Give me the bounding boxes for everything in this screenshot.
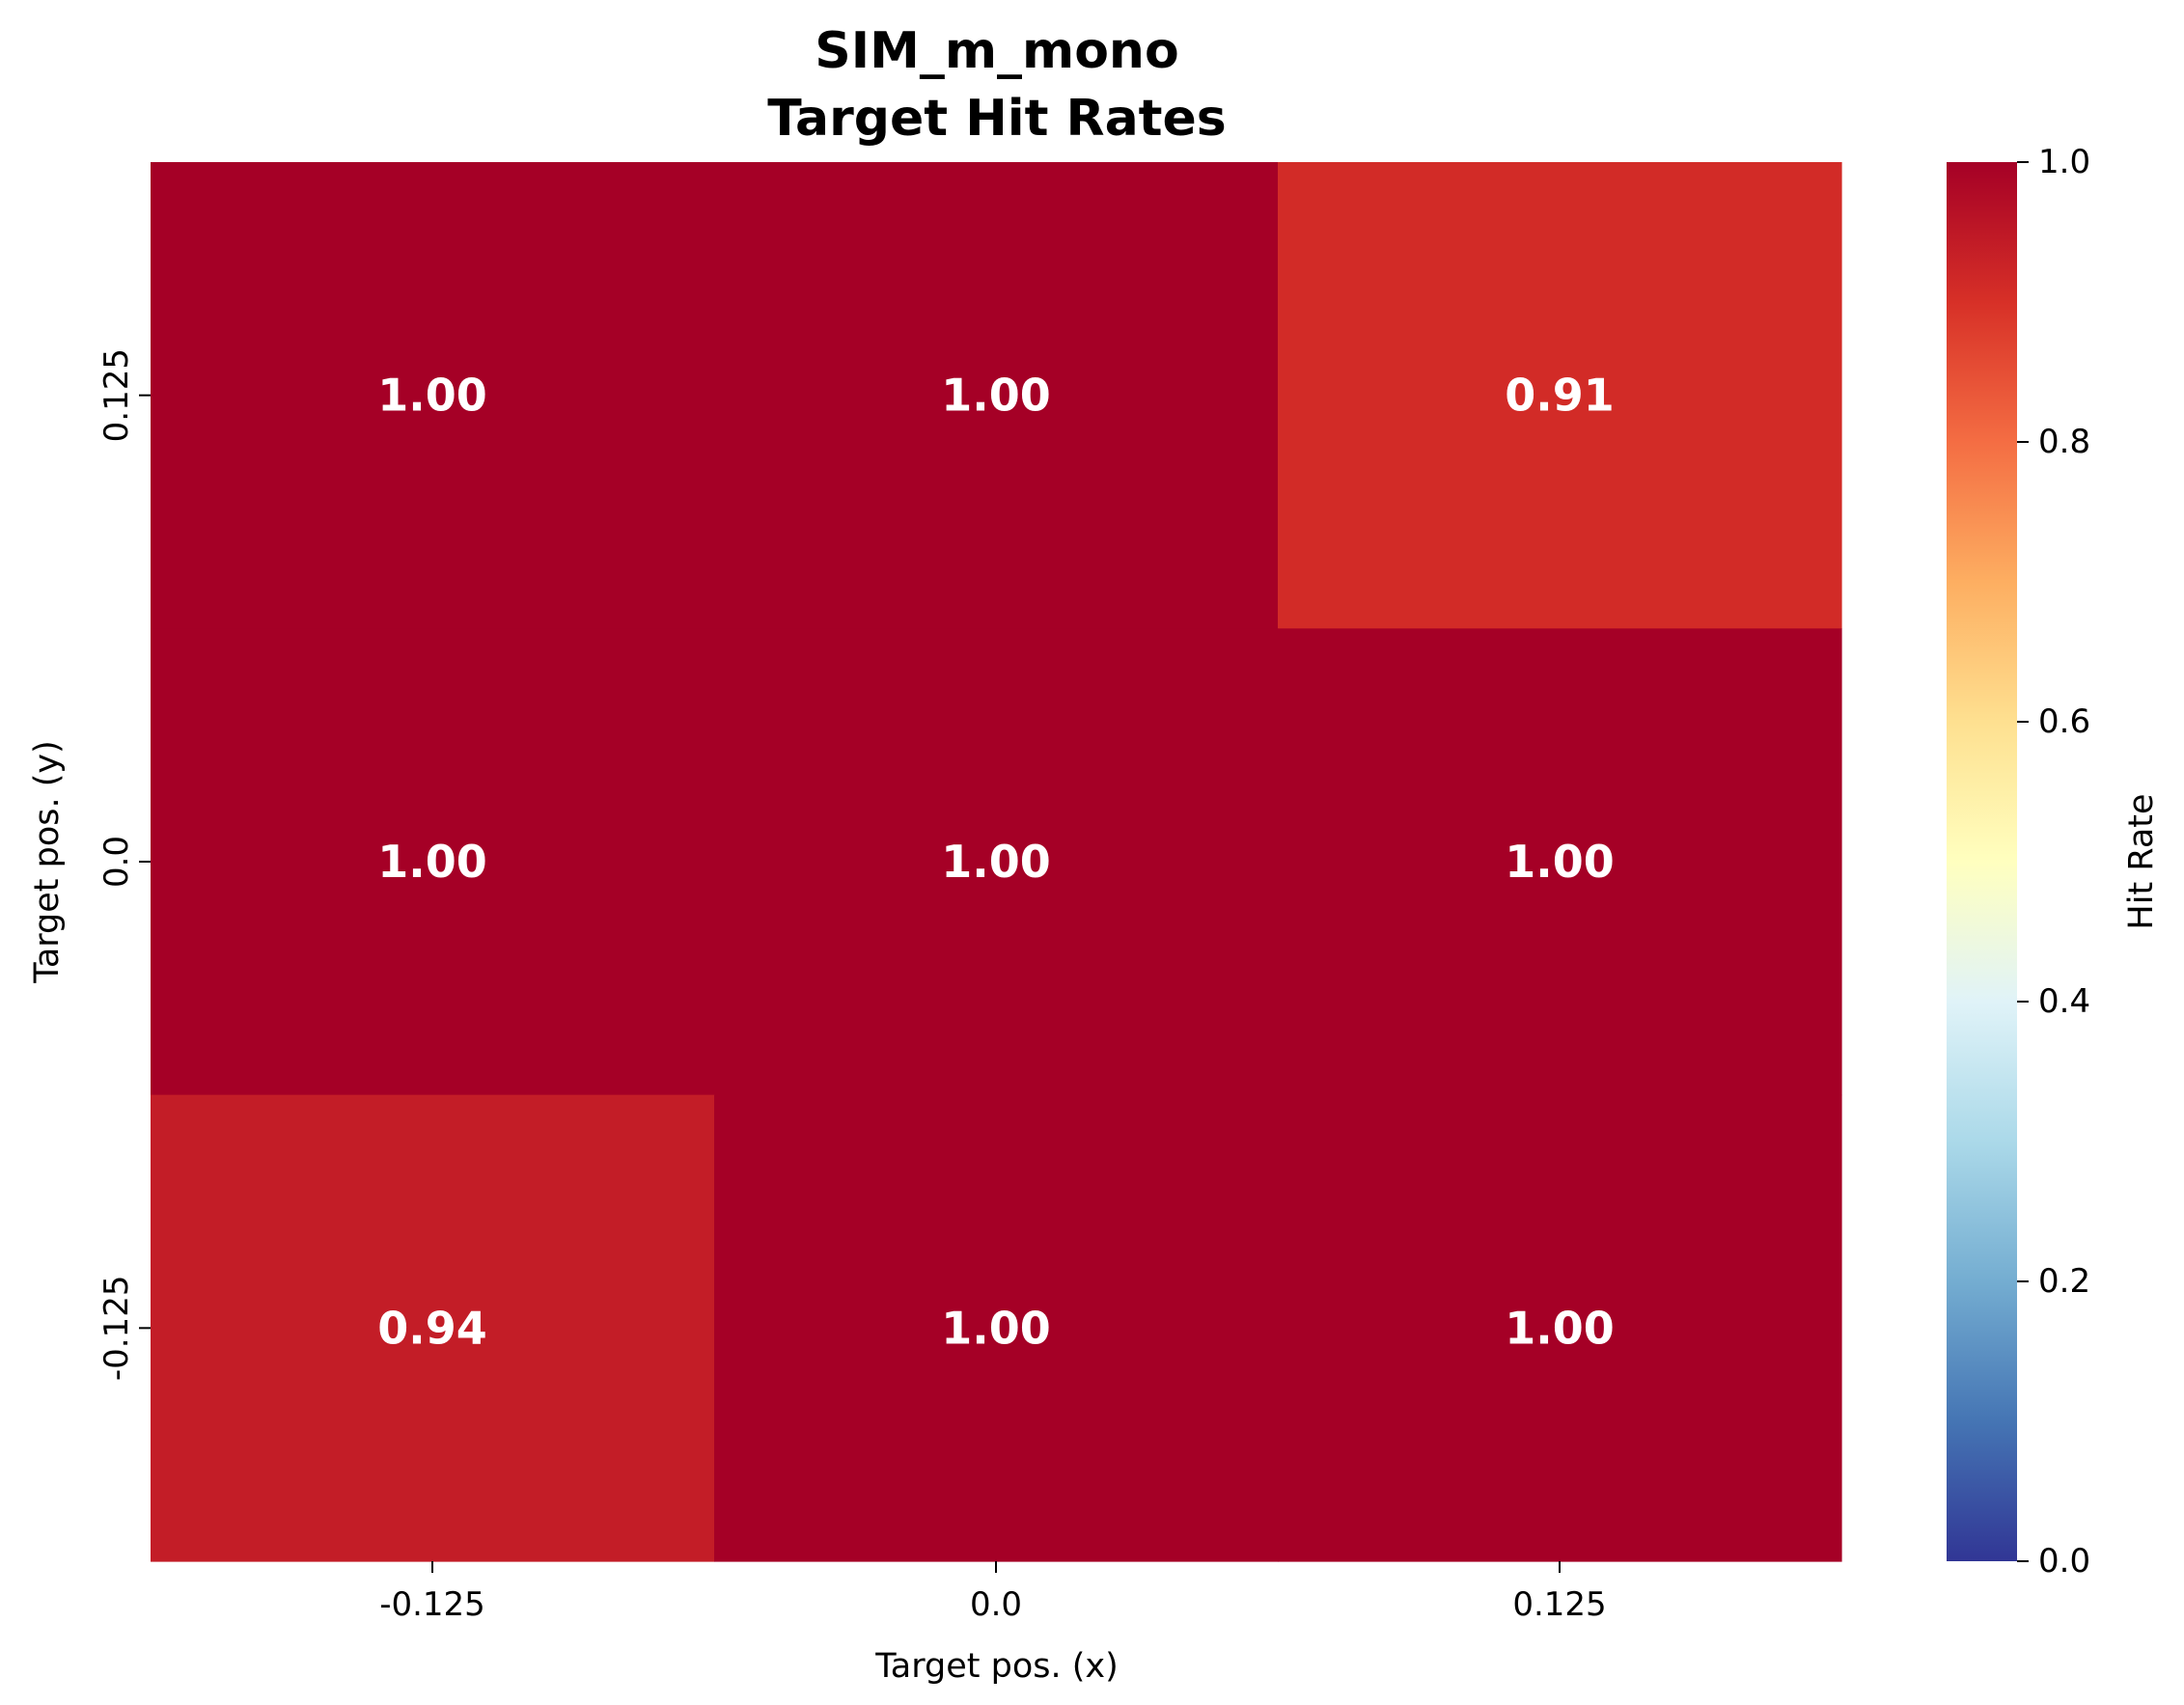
x-axis-ticks: -0.125 0.0 0.125 xyxy=(379,1561,1607,1624)
heatmap-cell xyxy=(714,628,1279,1096)
colorbar-ticks: 0.0 0.2 0.4 0.6 0.8 1.0 xyxy=(2017,143,2090,1581)
heatmap-cell-label: 1.00 xyxy=(377,370,487,422)
heatmap-cell xyxy=(1278,162,1842,629)
colorbar-label: Hit Rate xyxy=(2122,793,2161,929)
heatmap-cell xyxy=(151,1094,715,1562)
heatmap-cell-labels: 1.00 1.00 0.91 1.00 1.00 1.00 0.94 1.00 1.00 xyxy=(377,370,1615,1355)
heatmap-cell xyxy=(151,628,715,1096)
chart-title-line-1: SIM_m_mono xyxy=(815,22,1178,80)
x-tick-label: 0.0 xyxy=(970,1585,1022,1624)
heatmap-cell-label: 1.00 xyxy=(941,836,1051,888)
heatmap-cell xyxy=(1278,1094,1842,1562)
heatmap-cell-label: 1.00 xyxy=(1505,1302,1615,1354)
heatmap-cell-label: 0.91 xyxy=(1505,370,1615,422)
x-axis-label: Target pos. (x) xyxy=(874,1647,1119,1686)
chart-title-line-2: Target Hit Rates xyxy=(767,90,1226,148)
heatmap-cell xyxy=(151,162,715,629)
y-tick-label: -0.125 xyxy=(97,1276,136,1382)
x-tick-label: -0.125 xyxy=(379,1585,485,1624)
colorbar-tick-label: 0.0 xyxy=(2038,1542,2090,1581)
colorbar xyxy=(1947,162,2017,1561)
heatmap-cell-label: 1.00 xyxy=(941,370,1051,422)
heatmap-cell xyxy=(1278,628,1842,1096)
y-tick-label: 0.125 xyxy=(97,348,136,442)
heatmap-cells xyxy=(151,162,1842,1562)
colorbar-tick-label: 0.6 xyxy=(2038,702,2090,741)
colorbar-tick-label: 0.2 xyxy=(2038,1262,2090,1301)
colorbar-tick-label: 1.0 xyxy=(2038,143,2090,181)
heatmap-cell xyxy=(714,162,1279,629)
y-tick-label: 0.0 xyxy=(97,836,136,888)
heatmap-cell-label: 1.00 xyxy=(1505,836,1615,888)
colorbar-tick-label: 0.8 xyxy=(2038,423,2090,461)
heatmap-cell-label: 1.00 xyxy=(941,1302,1051,1354)
x-tick-label: 0.125 xyxy=(1512,1585,1606,1624)
y-axis-ticks: 0.125 0.0 -0.125 xyxy=(97,348,151,1381)
heatmap-cell-label: 1.00 xyxy=(377,836,487,888)
y-axis-label: Target pos. (y) xyxy=(28,740,67,984)
colorbar-tick-label: 0.4 xyxy=(2038,982,2090,1021)
heatmap-cell xyxy=(714,1094,1279,1562)
heatmap-cell-label: 0.94 xyxy=(377,1302,487,1354)
